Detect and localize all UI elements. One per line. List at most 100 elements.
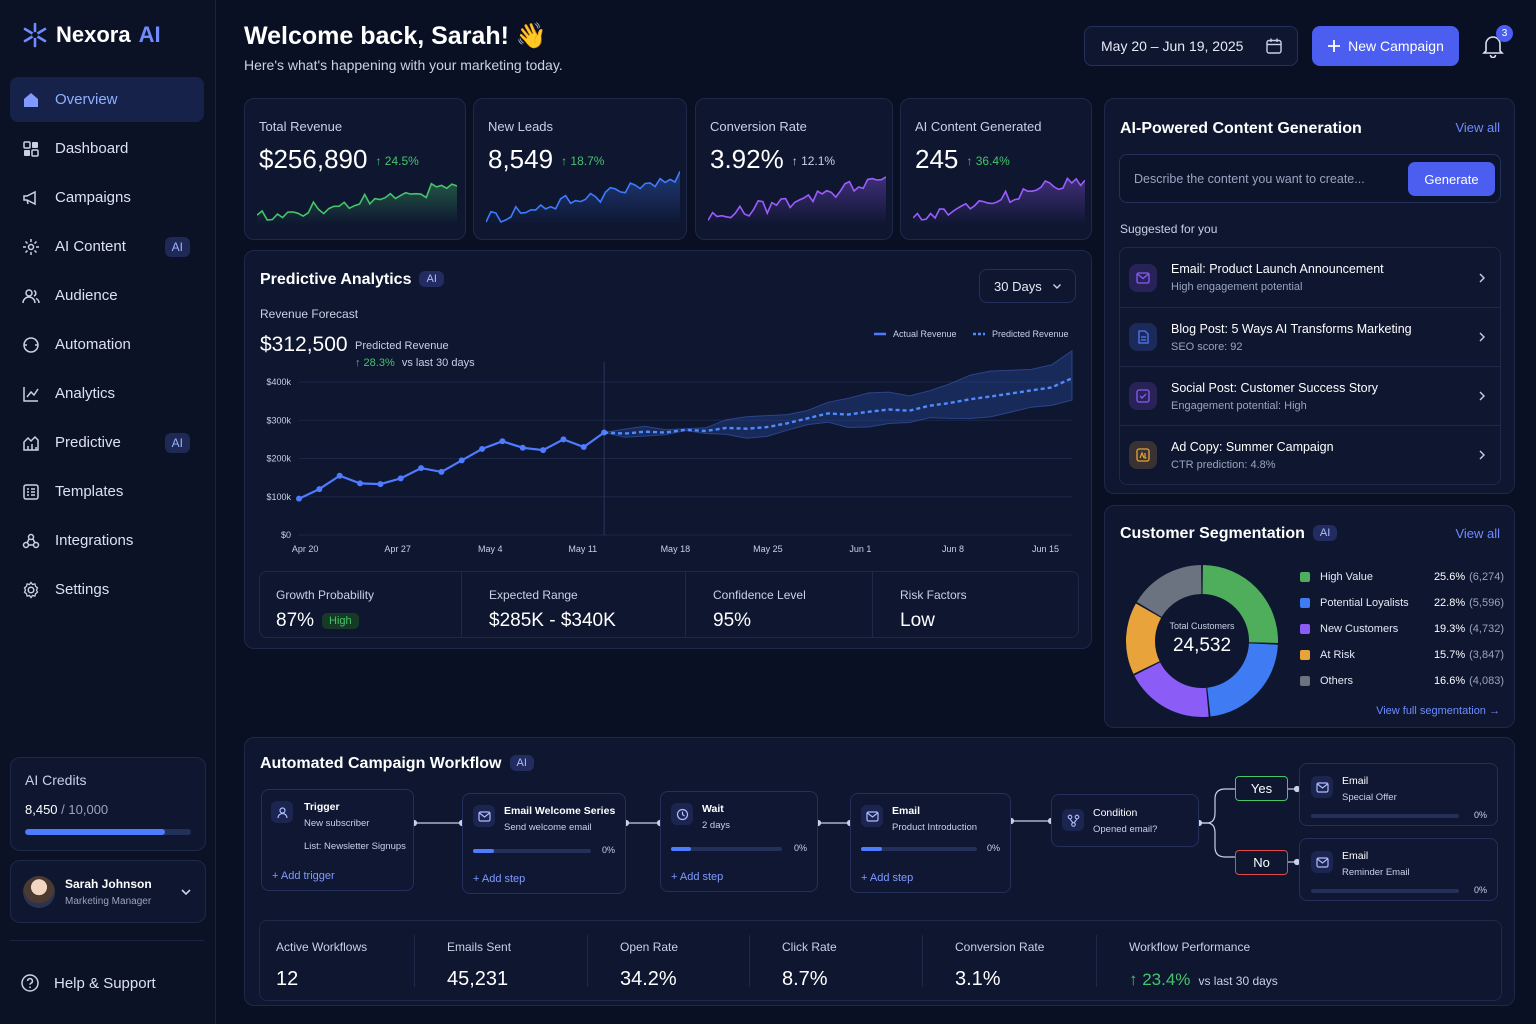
date-range-label: May 20 – Jun 19, 2025 <box>1101 38 1244 54</box>
node-progress-pct: 0% <box>986 843 1000 853</box>
chevron-down-icon[interactable] <box>179 885 193 899</box>
sidebar-item-predictive[interactable]: Predictive AI <box>10 420 204 465</box>
branch-yes-label[interactable]: Yes <box>1235 776 1288 801</box>
integration-icon <box>22 533 40 548</box>
sidebar-nav: Overview Dashboard Campaigns AI Content AI Au… <box>10 77 204 616</box>
segment-name: Others <box>1320 675 1354 687</box>
sidebar-item-dashboard[interactable]: Dashboard <box>10 126 204 171</box>
suggestion-title: Ad Copy: Summer Campaign <box>1171 439 1334 454</box>
sidebar-item-automation[interactable]: Automation <box>10 322 204 367</box>
donut-slice <box>1126 603 1162 674</box>
node-progress <box>1311 889 1459 893</box>
kpi-value: 245 ↑ 36.4% <box>915 144 1010 174</box>
actual-point <box>580 444 587 451</box>
node-title: Email <box>1342 775 1369 787</box>
segment-legend-item[interactable]: New Customers 19.3% (4,732) <box>1300 623 1504 635</box>
segment-count: (3,847) <box>1469 649 1504 661</box>
segment-legend-item[interactable]: Potential Loyalists 22.8% (5,596) <box>1300 597 1504 609</box>
segmentation-view-all-link[interactable]: View all <box>1455 526 1500 541</box>
segment-legend-item[interactable]: High Value 25.6% (6,274) <box>1300 571 1504 583</box>
actual-point <box>296 495 302 502</box>
sidebar-item-ai-content[interactable]: AI Content AI <box>10 224 204 269</box>
content-prompt-input[interactable]: Describe the content you want to create.… <box>1119 154 1501 203</box>
sidebar-item-integrations[interactable]: Integrations <box>10 518 204 563</box>
chevron-right-icon <box>1479 450 1485 460</box>
chevron-right-icon <box>1479 332 1485 342</box>
content-view-all-link[interactable]: View all <box>1455 120 1500 135</box>
sidebar: Nexora AI Overview Dashboard Campaigns AI Co… <box>0 0 216 1024</box>
legend-swatch <box>1300 572 1310 582</box>
sparkline-line <box>486 171 680 224</box>
segment-count: (4,083) <box>1469 675 1504 687</box>
actual-point <box>560 436 567 443</box>
sidebar-item-settings[interactable]: Settings <box>10 567 204 612</box>
suggestion-subtitle: SEO score: 92 <box>1171 340 1243 353</box>
workflow-node-wait[interactable]: Wait 2 days 0% + Add step <box>660 791 818 892</box>
add-trigger-button[interactable]: + Add trigger <box>272 870 335 882</box>
node-progress-pct: 0% <box>793 843 807 853</box>
range-select[interactable]: 30 Days <box>979 269 1076 303</box>
predicted-value: $312,500 <box>260 333 348 356</box>
plus-icon <box>1328 40 1341 52</box>
kpi-change: ↑ 12.1% <box>791 154 836 168</box>
y-tick-label: $0 <box>281 530 291 540</box>
sidebar-item-campaigns[interactable]: Campaigns <box>10 175 204 220</box>
sidebar-item-analytics[interactable]: Analytics <box>10 371 204 416</box>
new-campaign-button[interactable]: New Campaign <box>1312 26 1459 66</box>
kpi-card-new-leads[interactable]: New Leads 8,549 ↑ 18.7% <box>473 98 687 240</box>
add-step-button[interactable]: + Add step <box>473 873 526 885</box>
ai-badge: AI <box>1312 525 1338 541</box>
notifications-button[interactable]: 3 <box>1482 25 1513 63</box>
predicted-value-label: Predicted Revenue <box>355 340 449 352</box>
node-subtitle: Special Offer <box>1342 792 1397 803</box>
suggested-label: Suggested for you <box>1120 222 1218 236</box>
asterisk-logo-icon <box>23 22 47 48</box>
node-title: Email Welcome Series <box>504 805 616 817</box>
suggestion-item[interactable]: Blog Post: 5 Ways AI Transforms Marketin… <box>1119 307 1501 366</box>
brand-logo[interactable]: Nexora AI <box>22 22 161 48</box>
workflow-node-email-product[interactable]: Email Product Introduction 0% + Add step <box>850 793 1011 893</box>
branch-no-label[interactable]: No <box>1235 850 1288 875</box>
workflow-node-email-welcome[interactable]: Email Welcome Series Send welcome email … <box>462 793 626 894</box>
view-full-segmentation-link[interactable]: View full segmentation → <box>1376 705 1500 717</box>
ai-credits-progress <box>25 829 191 835</box>
suggestion-item[interactable]: Ad Copy: Summer Campaign CTR prediction: … <box>1119 425 1501 484</box>
kpi-card-conversion-rate[interactable]: Conversion Rate 3.92% ↑ 12.1% <box>695 98 893 240</box>
clock-icon <box>671 803 693 825</box>
generate-button[interactable]: Generate <box>1408 162 1495 196</box>
segment-count: (4,732) <box>1469 623 1504 635</box>
kpi-label: Total Revenue <box>259 119 343 134</box>
user-profile[interactable]: Sarah Johnson Marketing Manager <box>10 860 206 923</box>
sparkle-icon <box>23 238 39 255</box>
stat-active-workflows: Active Workflows 12 <box>276 940 368 990</box>
help-support-link[interactable]: Help & Support <box>20 973 156 993</box>
node-subtitle: 2 days <box>702 820 730 831</box>
workflow-node-trigger[interactable]: Trigger New subscriber List: Newsletter … <box>261 789 414 891</box>
kpi-card-ai-content[interactable]: AI Content Generated 245 ↑ 36.4% <box>900 98 1092 240</box>
add-step-button[interactable]: + Add step <box>861 872 914 884</box>
sidebar-item-templates[interactable]: Templates <box>10 469 204 514</box>
mail-icon <box>1129 263 1157 292</box>
suggestion-item[interactable]: Social Post: Customer Success Story Engag… <box>1119 366 1501 425</box>
workflow-node-email-reminder[interactable]: Email Reminder Email 0% <box>1299 838 1498 901</box>
segment-legend-item[interactable]: Others 16.6% (4,083) <box>1300 675 1504 687</box>
date-range-picker[interactable]: May 20 – Jun 19, 2025 <box>1084 26 1298 66</box>
workflow-node-email-special-offer[interactable]: Email Special Offer 0% <box>1299 763 1498 826</box>
sidebar-item-audience[interactable]: Audience <box>10 273 204 318</box>
add-step-button[interactable]: + Add step <box>671 871 724 883</box>
workflow-node-condition[interactable]: Condition Opened email? <box>1051 794 1199 847</box>
stat-click-rate: Click Rate 8.7% <box>782 940 837 990</box>
suggestion-subtitle: High engagement potential <box>1171 281 1303 293</box>
x-tick-label: Jun 8 <box>942 544 964 554</box>
suggestion-item[interactable]: Email: Product Launch Announcement High e… <box>1119 248 1501 307</box>
kpi-sparkline <box>913 176 1085 225</box>
x-tick-label: Jun 1 <box>849 544 871 554</box>
sidebar-item-label: Integrations <box>55 532 134 549</box>
stat-open-rate: Open Rate 34.2% <box>620 940 679 990</box>
segment-legend-item[interactable]: At Risk 15.7% (3,847) <box>1300 649 1504 661</box>
user-icon <box>271 801 293 823</box>
kpi-card-total-revenue[interactable]: Total Revenue $256,890 ↑ 24.5% <box>244 98 466 240</box>
sidebar-item-overview[interactable]: Overview <box>10 77 204 122</box>
kpi-sparkline <box>486 171 680 225</box>
node-subtitle: Reminder Email <box>1342 867 1410 878</box>
